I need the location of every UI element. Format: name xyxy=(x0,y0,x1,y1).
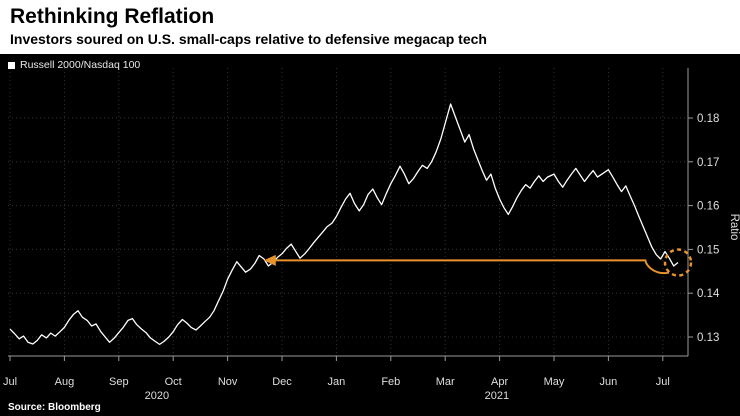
x-tick-label: Jul xyxy=(3,376,17,388)
chart-legend: Russell 2000/Nasdaq 100 xyxy=(8,59,140,71)
legend-series-label: Russell 2000/Nasdaq 100 xyxy=(20,59,141,71)
y-tick-label: 0.15 xyxy=(697,244,719,256)
ratio-series-line xyxy=(9,103,679,346)
x-tick-label: Dec xyxy=(272,376,292,388)
annotation-arrow-head xyxy=(263,254,276,266)
y-tick-label: 0.16 xyxy=(697,201,719,213)
x-tick-label: Aug xyxy=(55,376,75,388)
x-tick-label: Jul xyxy=(656,376,670,388)
x-tick-label: Apr xyxy=(491,376,508,388)
x-tick-label: May xyxy=(544,376,565,388)
y-tick-label: 0.14 xyxy=(697,288,720,300)
y-tick-label: 0.17 xyxy=(697,157,719,169)
year-label: 2021 xyxy=(485,390,509,402)
y-axis-title: Ratio xyxy=(728,214,740,241)
x-tick-label: Jun xyxy=(600,376,618,388)
chart-subtitle: Investors soured on U.S. small-caps rela… xyxy=(10,31,487,48)
x-tick-label: Nov xyxy=(218,376,238,388)
x-tick-label: Feb xyxy=(381,376,400,388)
annotation-arrow-line xyxy=(274,259,670,275)
y-tick-label: 0.13 xyxy=(697,332,719,344)
x-tick-label: Sep xyxy=(109,376,129,388)
x-tick-label: Mar xyxy=(436,376,455,388)
chart-area: Russell 2000/Nasdaq 100 0.13 0.14 0.15 0.16… xyxy=(0,54,740,416)
chart-header: Rethinking Reflation Investors soured on… xyxy=(0,0,740,54)
x-tick-label: Jan xyxy=(328,376,346,388)
year-label: 2020 xyxy=(145,390,169,402)
x-tick-label: Oct xyxy=(165,376,182,388)
page-title: Rethinking Reflation xyxy=(10,5,215,28)
legend-square-icon xyxy=(8,61,15,69)
ratio-line-chart: 0.13 0.14 0.15 0.16 0.17 0.18 Ratio Jul Aug Sep Oc… xyxy=(3,68,740,402)
source-credit: Source: Bloomberg xyxy=(8,402,101,413)
y-tick-label: 0.18 xyxy=(697,113,719,125)
